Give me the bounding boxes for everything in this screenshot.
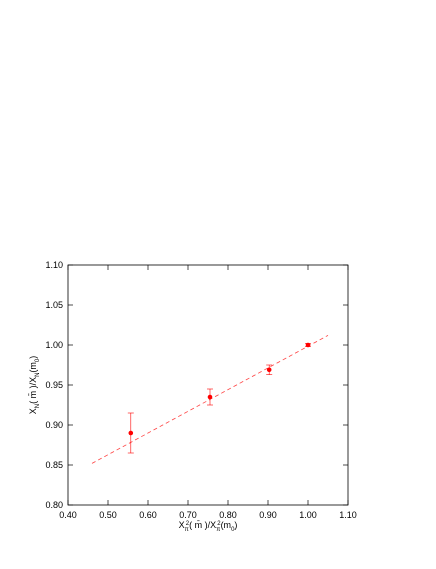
x-label-part: π bbox=[185, 527, 189, 533]
plot-frame bbox=[67, 264, 349, 506]
y-label-part: X bbox=[28, 408, 38, 414]
y-tick-label: 1.00 bbox=[45, 340, 63, 350]
x-tick-label: 0.50 bbox=[99, 510, 117, 520]
y-tick-label: 0.95 bbox=[45, 380, 63, 390]
x-label-part: π bbox=[216, 527, 220, 533]
y-label-part: ( m̄ )/X bbox=[28, 377, 38, 404]
x-axis-label: Xπ2( m̄ )/Xπ2(m0) bbox=[179, 520, 238, 533]
x-tick-label: 0.40 bbox=[59, 510, 77, 520]
y-label-part: ) bbox=[28, 356, 38, 359]
y-tick-label: 0.90 bbox=[45, 420, 63, 430]
point bbox=[305, 342, 311, 348]
x-label-part: 0 bbox=[231, 527, 235, 533]
y-tick-label: 0.80 bbox=[45, 500, 63, 510]
x-tick-label: 1.10 bbox=[339, 510, 357, 520]
point bbox=[266, 367, 272, 373]
x-tick-label: 0.90 bbox=[259, 510, 277, 520]
x-tick-label: 0.70 bbox=[179, 510, 197, 520]
y-tick-label: 1.10 bbox=[45, 260, 63, 270]
x-label-part: 2 bbox=[186, 521, 190, 527]
x-label-part: X bbox=[179, 520, 185, 530]
y-label-part: N bbox=[35, 404, 41, 408]
y-label-part: (m bbox=[28, 362, 38, 373]
y-tick-label: 0.85 bbox=[45, 460, 63, 470]
x-label-part: (m bbox=[221, 520, 232, 530]
x-label-part: ( m̄ )/X bbox=[189, 520, 216, 530]
x-label-part: ) bbox=[234, 520, 237, 530]
point bbox=[207, 394, 213, 400]
point bbox=[128, 430, 134, 436]
x-tick-label: 0.60 bbox=[139, 510, 157, 520]
y-axis-label: XN( m̄ )/XN(m0) bbox=[28, 356, 41, 415]
y-tick-label: 1.05 bbox=[45, 300, 63, 310]
x-label-part: 2 bbox=[217, 521, 221, 527]
y-label-part: 0 bbox=[35, 358, 41, 362]
y-label-part: N bbox=[35, 373, 41, 377]
x-tick-label: 1.00 bbox=[299, 510, 317, 520]
x-tick-label: 0.80 bbox=[219, 510, 237, 520]
